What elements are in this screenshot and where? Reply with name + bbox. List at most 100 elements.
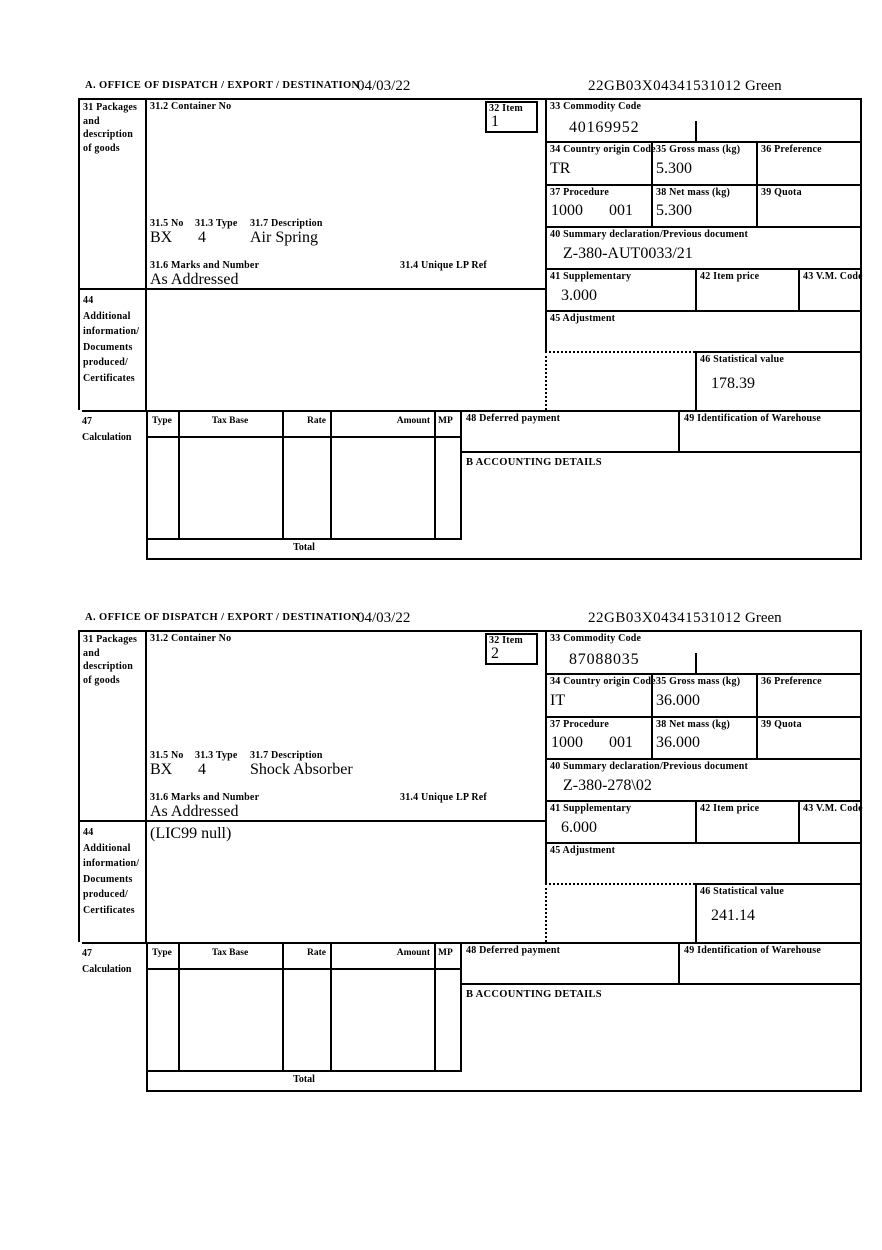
box40-label: 40 Summary declaration/Previous document [550,229,749,240]
item-number-value: 2 [491,645,499,662]
box36-label: 36 Preference [761,144,822,155]
total-row: Total [146,538,862,560]
total-label: Total [293,1074,315,1085]
label-line: 47 [82,948,92,959]
box31-4-label: 31.4 Unique LP Ref [400,260,487,271]
box34-country-origin-cell: 34 Country origin Code IT [545,673,656,716]
box33-commodity-code-cell: 33 Commodity Code 87088035 [545,630,862,673]
table-column-divider [330,944,332,1070]
box36-preference-cell: 36 Preference [756,141,862,184]
box31-7-label: 31.7 Description [250,218,323,229]
column-header-tax-base: Tax Base [211,416,249,426]
statistical-value: 241.14 [711,907,755,924]
previous-document-value: Z-380-AUT0033/21 [563,245,693,262]
box49-label: 49 Identification of Warehouse [684,945,822,956]
box44-additional-info-label-cell: 44 Additional information/ Documents pro… [78,288,145,410]
box41-label: 41 Supplementary [550,803,632,814]
label-line: Additional [83,310,131,322]
column-header-amount: Amount [396,416,430,426]
label-line: Calculation [82,432,132,443]
box34-label: 34 Country origin Code [550,676,656,687]
box35-label: 35 Gross mass (kg) [656,676,741,687]
supplementary-value: 3.000 [561,287,597,304]
box47-label: 47 Calculation [82,414,131,446]
box32-label: 32 Item [489,103,523,114]
column-header-rate: Rate [307,416,326,426]
statistical-dotted-region [545,883,695,942]
box37-label: 37 Procedure [550,187,609,198]
previous-document-value: Z-380-278\02 [563,777,652,794]
box31-7-label: 31.7 Description [250,750,323,761]
table-column-divider [434,412,436,538]
box39-label: 39 Quota [761,719,802,730]
label-line: of goods [83,142,120,154]
gross-mass-value: 5.300 [656,160,692,177]
box41-label: 41 Supplementary [550,271,632,282]
table-column-divider [282,944,284,1070]
commodity-code-value: 40169952 [569,119,640,136]
label-line: Calculation [82,964,132,975]
item-number-value: 1 [491,113,499,130]
box42-item-price-cell: 42 Item price [695,268,798,310]
goods-description-value: Air Spring [250,229,318,246]
label-line: information/ [83,858,140,869]
box49-warehouse-cell: 49 Identification of Warehouse [678,942,862,985]
box40-label: 40 Summary declaration/Previous document [550,761,749,772]
box37-procedure-cell: 37 Procedure 1000 001 [545,184,651,226]
office-of-dispatch-label: A. OFFICE OF DISPATCH / EXPORT / DESTINA… [85,80,360,91]
box49-warehouse-cell: 49 Identification of Warehouse [678,410,862,453]
box44-content-cell [145,288,545,410]
box48-deferred-payment-cell: 48 Deferred payment [462,410,678,453]
procedure-value: 1000 [551,202,583,219]
box43-vm-code-cell: 43 V.M. Code [798,800,863,842]
label-line: Additional [83,842,131,854]
box46-label: 46 Statistical value [700,354,784,365]
box38-label: 38 Net mass (kg) [656,719,731,730]
accounting-details-label: B ACCOUNTING DETAILS [466,989,602,1000]
label-line: and [83,647,100,659]
box32-item-cell: 32 Item 2 [485,633,538,665]
box31-2-container-cell: 31.2 Container No 32 Item 2 31.5 No 31.3… [145,630,545,820]
table-column-divider [178,412,180,538]
label-line: and [83,115,100,127]
box42-item-price-cell: 42 Item price [695,800,798,842]
label-line: Certificates [83,372,135,384]
label-line: 44 [83,827,94,838]
label-line: 47 [82,416,92,427]
commodity-code-separator [695,121,697,141]
box42-label: 42 Item price [700,803,760,814]
box31-label: 31 Packages and description of goods [80,632,145,688]
procedure-value: 1000 [551,734,583,751]
box31-packages-label-cell: 31 Packages and description of goods [78,630,145,820]
label-line: 31 Packages [83,634,138,645]
label-line: Documents [83,341,133,353]
box44-label: 44 Additional information/ Documents pro… [80,822,145,921]
box48-label: 48 Deferred payment [466,945,561,956]
box42-label: 42 Item price [700,271,760,282]
box40-previous-document-cell: 40 Summary declaration/Previous document… [545,758,862,800]
label-line: information/ [83,326,140,337]
declaration-reference: 22GB03X04341531012 [588,610,742,626]
box33-label: 33 Commodity Code [550,633,642,644]
column-header-mp: MP [438,948,453,958]
box34-label: 34 Country origin Code [550,144,656,155]
label-line: Documents [83,873,133,885]
label-line: produced/ [83,357,128,368]
procedure-extra-value: 001 [609,734,633,751]
column-header-tax-base: Tax Base [211,948,249,958]
box31-3-label: 31.3 Type [195,218,238,229]
table-column-divider [282,412,284,538]
declaration-reference: 22GB03X04341531012 [588,78,742,94]
box43-label: 43 V.M. Code [803,271,863,282]
box31-6-label: 31.6 Marks and Number [150,792,260,803]
box37-label: 37 Procedure [550,719,609,730]
calculation-row-divider [82,942,861,944]
box44-content-cell: (LIC99 null) [145,820,545,942]
table-header-divider [148,968,460,970]
box31-2-label: 31.2 Container No [150,101,232,112]
box45-adjustment-cell: 45 Adjustment [545,842,862,883]
box39-quota-cell: 39 Quota [756,716,862,758]
calculation-row-divider [82,410,861,412]
marks-and-number-value: As Addressed [150,803,239,820]
